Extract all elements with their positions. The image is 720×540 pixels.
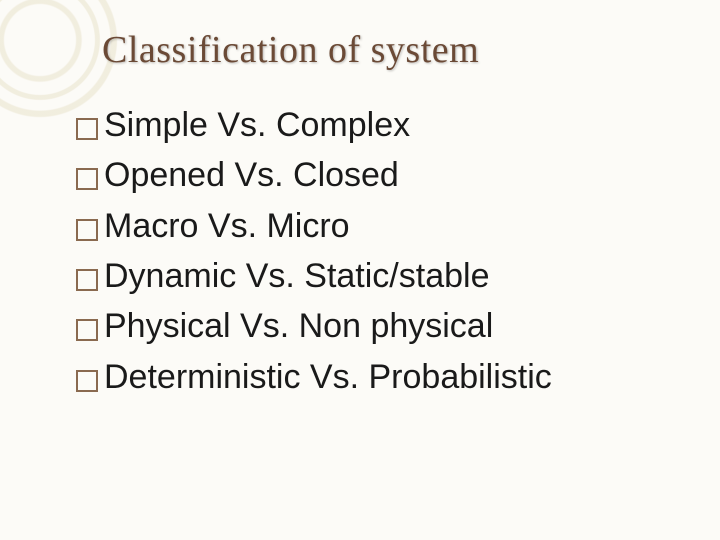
bullet-text: Physical Vs. Non physical xyxy=(104,301,493,351)
square-bullet-icon xyxy=(76,319,98,341)
bullet-text: Deterministic Vs. Probabilistic xyxy=(104,352,552,402)
square-bullet-icon xyxy=(76,370,98,392)
bullet-text: Macro Vs. Micro xyxy=(104,201,350,251)
square-bullet-icon xyxy=(76,118,98,140)
list-item: Deterministic Vs. Probabilistic xyxy=(76,352,672,402)
list-item: Macro Vs. Micro xyxy=(76,201,672,251)
bullet-text: Dynamic Vs. Static/stable xyxy=(104,251,489,301)
list-item: Opened Vs. Closed xyxy=(76,150,672,200)
bullet-text: Simple Vs. Complex xyxy=(104,100,410,150)
bullet-list: Simple Vs. Complex Opened Vs. Closed Mac… xyxy=(72,100,672,402)
bullet-text: Opened Vs. Closed xyxy=(104,150,399,200)
list-item: Dynamic Vs. Static/stable xyxy=(76,251,672,301)
square-bullet-icon xyxy=(76,168,98,190)
square-bullet-icon xyxy=(76,219,98,241)
slide-container: Classification of system Simple Vs. Comp… xyxy=(0,0,720,540)
square-bullet-icon xyxy=(76,269,98,291)
list-item: Simple Vs. Complex xyxy=(76,100,672,150)
list-item: Physical Vs. Non physical xyxy=(76,301,672,351)
slide-title: Classification of system xyxy=(102,28,672,72)
